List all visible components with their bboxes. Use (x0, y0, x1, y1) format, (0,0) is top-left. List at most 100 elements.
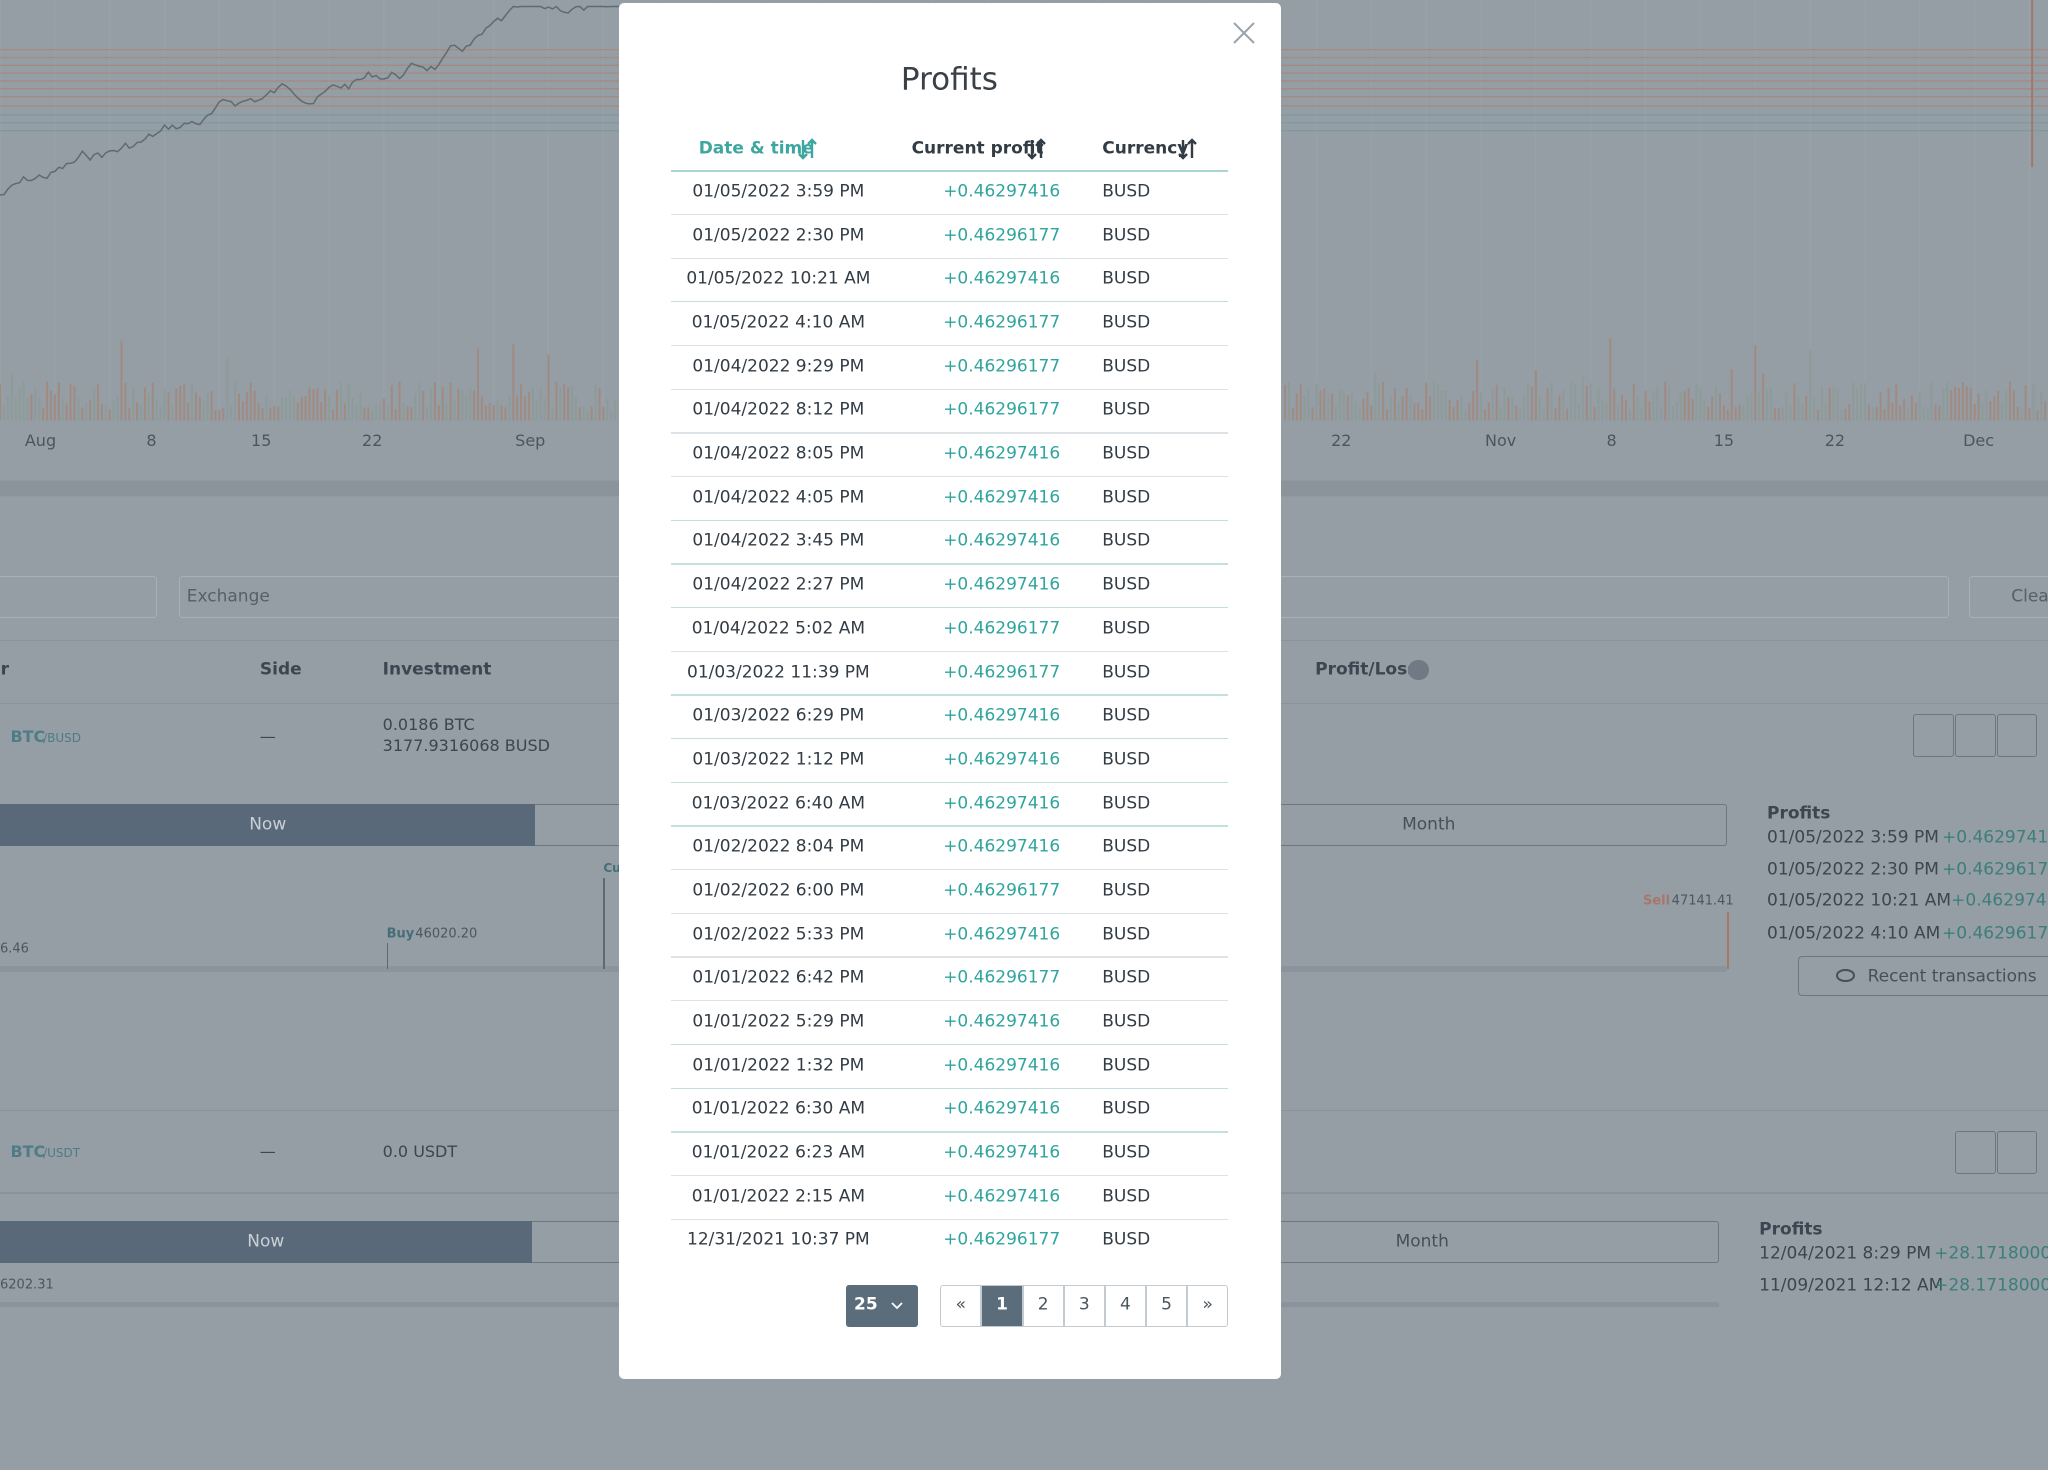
date-cell: 01/01/2022 6:30 AM (691, 1098, 865, 1119)
currency-cell: BUSD (1102, 793, 1151, 814)
profit-cell: +0.46296177 (943, 967, 1061, 988)
page-button[interactable] (981, 1285, 1023, 1327)
currency-cell: BUSD (1102, 1186, 1151, 1207)
x-axis-label: 8 (1606, 431, 1617, 451)
date-cell: 01/04/2022 8:05 PM (692, 443, 865, 464)
sort-icon[interactable] (798, 138, 818, 160)
page-button[interactable] (1063, 1285, 1105, 1327)
exchange-placeholder: Exchange (186, 586, 270, 607)
pair-quote: /BUSD (43, 730, 82, 745)
row-separator (671, 388, 1228, 390)
profit-cell: +0.46297416 (943, 924, 1061, 945)
row-separator (671, 1174, 1228, 1177)
currency-cell: BUSD (1102, 705, 1151, 726)
recent-transactions-button[interactable] (1798, 955, 2048, 997)
tab-label: Now (247, 1231, 285, 1252)
x-axis-label: 15 (251, 431, 272, 451)
action-button[interactable] (1996, 714, 2038, 758)
sort-icon[interactable] (1026, 138, 1047, 160)
row-separator (671, 781, 1228, 784)
action-button[interactable] (1955, 714, 1996, 758)
date-cell: 01/01/2022 6:42 PM (692, 967, 865, 988)
sort-icon[interactable] (1178, 138, 1198, 160)
tab-label: Month (1402, 814, 1456, 835)
date-cell: 01/03/2022 6:40 AM (691, 793, 865, 814)
currency-cell: BUSD (1102, 880, 1151, 901)
page-label: » (1202, 1294, 1213, 1315)
date-cell: 01/04/2022 3:45 PM (692, 530, 865, 551)
side: — (259, 1141, 276, 1161)
page-button[interactable] (1104, 1285, 1146, 1327)
page-button[interactable] (1146, 1285, 1188, 1327)
date-cell: 01/04/2022 8:12 PM (692, 399, 865, 420)
modal-title: Profits (900, 61, 998, 98)
x-axis-label: 22 (362, 431, 383, 451)
profit-cell: +0.46297416 (943, 1055, 1061, 1076)
x-axis-label: 15 (1713, 431, 1735, 451)
currency-cell: BUSD (1102, 749, 1151, 770)
profit-cell: +0.46296177 (943, 1229, 1061, 1250)
page-button[interactable] (940, 1285, 982, 1327)
sort-arrows (798, 138, 817, 160)
date-cell: 01/03/2022 11:39 PM (687, 662, 870, 683)
currency-cell: BUSD (1102, 1011, 1151, 1032)
row-separator (671, 519, 1228, 521)
sort-arrows (1178, 138, 1197, 160)
column-header[interactable]: Current profit (911, 138, 1044, 159)
page-label: « (955, 1294, 967, 1315)
page-size-select[interactable] (846, 1285, 919, 1327)
currency-cell: BUSD (1102, 836, 1151, 857)
pair-base: BTC (10, 726, 46, 746)
action-button[interactable] (1955, 1130, 1996, 1175)
period-tab-now[interactable] (0, 804, 536, 847)
profit-cell: +0.46297416 (943, 1011, 1061, 1032)
page-button[interactable] (1022, 1285, 1064, 1327)
row-separator (671, 956, 1228, 958)
close-button[interactable] (1233, 22, 1255, 44)
x-axis-label: 8 (146, 431, 157, 451)
profit-cell: +0.46297416 (943, 836, 1061, 857)
dropdown-icon (891, 1302, 903, 1309)
currency-cell: BUSD (1102, 268, 1151, 289)
profit-cell: +0.46297416 (943, 530, 1061, 551)
current-label: Cu (603, 861, 621, 876)
date-cell: 01/05/2022 2:30 PM (692, 225, 865, 246)
eye-icon (1836, 969, 1855, 983)
row-separator (671, 738, 1228, 740)
date-cell: 01/02/2022 5:33 PM (692, 924, 865, 945)
investment: 3177.9316068 BUSD (382, 735, 550, 755)
currency-cell: BUSD (1102, 225, 1151, 246)
investment-header: Investment (382, 659, 492, 680)
action-button[interactable] (1996, 1130, 2038, 1175)
row-separator (671, 1218, 1228, 1220)
currency-cell: BUSD (1102, 356, 1151, 377)
date-cell: 01/01/2022 5:29 PM (692, 1011, 865, 1032)
period-tab-now[interactable] (0, 1221, 532, 1263)
column-header[interactable]: Date & time (698, 138, 814, 159)
date-cell: 12/31/2021 10:37 PM (687, 1229, 870, 1250)
profit-cell: +0.46297416 (943, 749, 1061, 770)
x-axis-label: 22 (1824, 431, 1846, 451)
page-button[interactable] (1187, 1285, 1229, 1327)
x-axis-label: 22 (1331, 431, 1352, 451)
profit-date: 11/09/2021 12:12 AM (1759, 1275, 1944, 1296)
profit-cell: +0.46296177 (943, 880, 1061, 901)
page-label: 3 (1078, 1294, 1090, 1315)
currency-cell: BUSD (1102, 1098, 1151, 1119)
profits-title: Profits (1759, 1219, 1823, 1240)
date-cell: 01/04/2022 5:02 AM (691, 618, 865, 639)
x-axis-label: Aug (24, 431, 57, 451)
page-label: 2 (1037, 1294, 1049, 1315)
clear-button[interactable] (1969, 575, 2048, 618)
profit-value: +0.46296177 (1942, 859, 2048, 880)
recent-transactions-label: Recent transactions (1867, 966, 2037, 987)
action-button[interactable] (1913, 714, 1954, 758)
page-label: 1 (996, 1294, 1008, 1315)
row-separator (671, 650, 1228, 652)
column-header[interactable]: Currency (1102, 138, 1189, 159)
row-separator (671, 1000, 1228, 1002)
currency-cell: BUSD (1102, 574, 1151, 595)
row-separator (671, 606, 1228, 609)
page-label: 4 (1120, 1294, 1131, 1315)
